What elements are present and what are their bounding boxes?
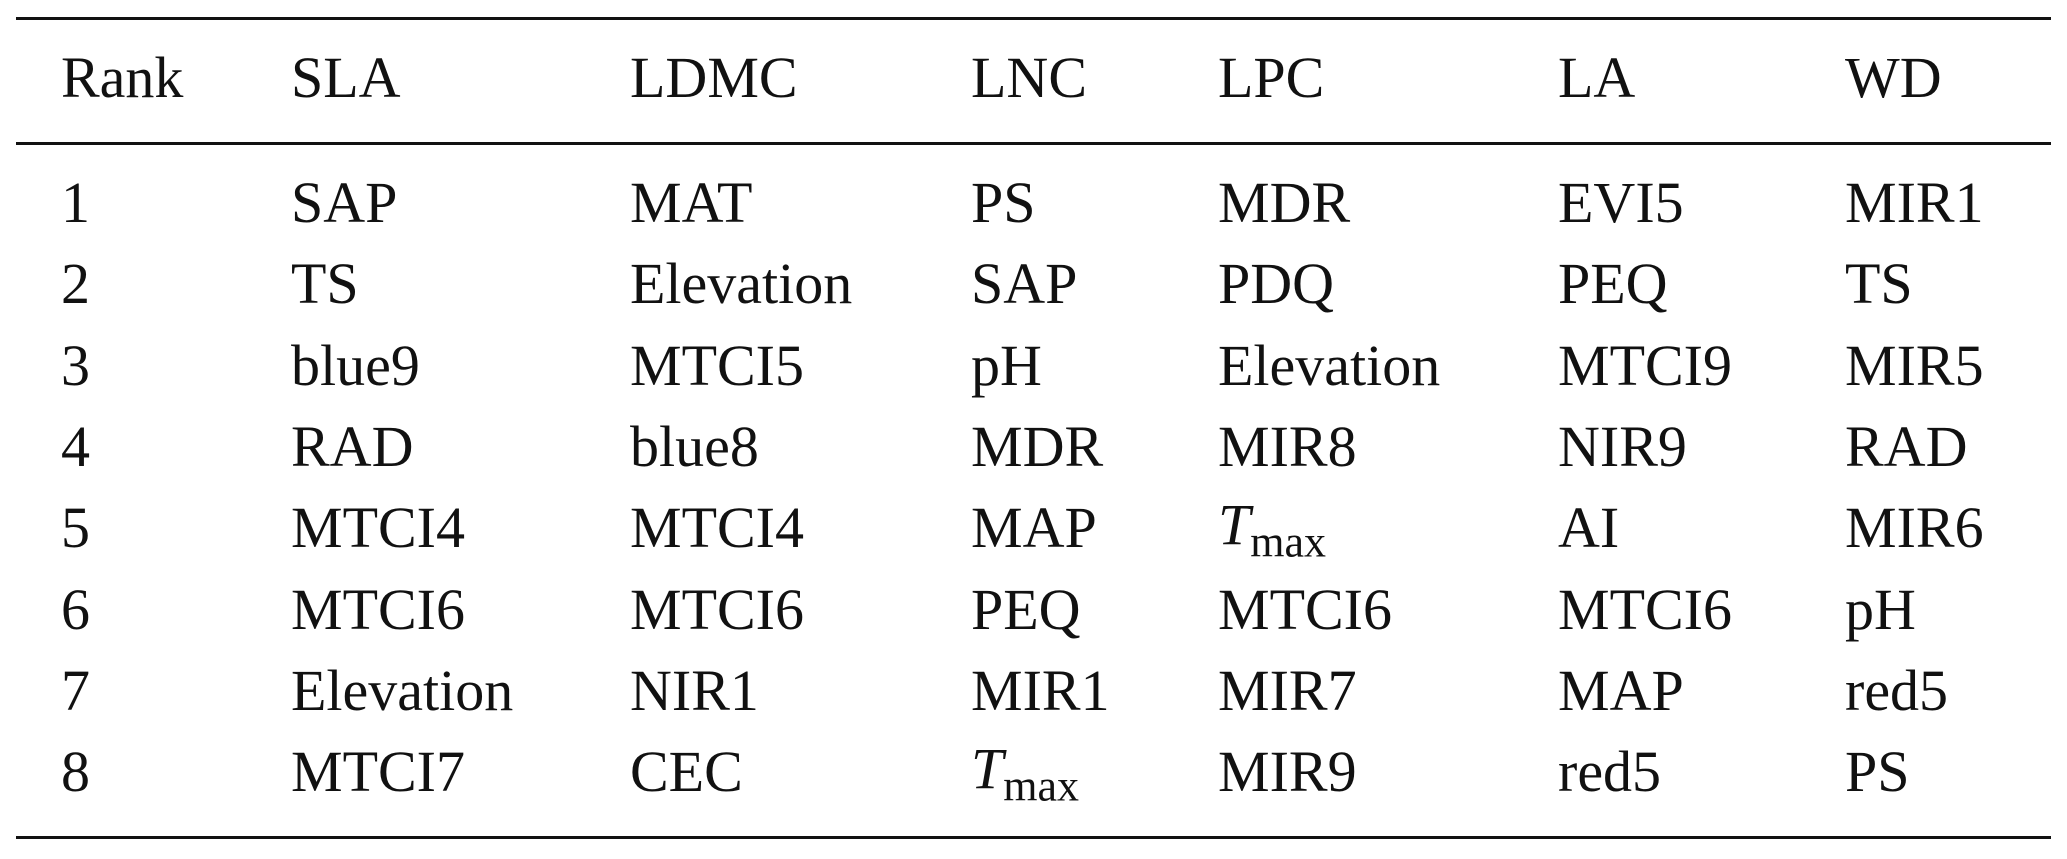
table-cell: 8 <box>61 739 90 805</box>
table-cell: red5 <box>1845 657 1949 723</box>
top-rule <box>16 17 2051 20</box>
table-cell: NIR9 <box>1558 413 1687 479</box>
table-cell: MDR <box>1218 170 1351 235</box>
table-cell: MIR9 <box>1218 739 1357 805</box>
table-cell: MIR1 <box>971 657 1110 723</box>
table-cell: Elevation <box>630 251 853 317</box>
header-cell: WD <box>1845 45 1942 110</box>
table-cell: 1 <box>61 170 90 235</box>
table-cell: MIR1 <box>1845 170 1984 235</box>
table-cell: MTCI6 <box>630 576 804 642</box>
table-cell: MTCI6 <box>1218 576 1392 642</box>
table-cell: MIR6 <box>1845 495 1984 561</box>
header-cell: LPC <box>1218 45 1325 110</box>
table-cell: blue8 <box>630 413 759 479</box>
table-cell: EVI5 <box>1558 170 1684 235</box>
table-cell: MIR7 <box>1218 657 1357 723</box>
table-cell: pH <box>971 332 1042 398</box>
table-cell: MTCI4 <box>291 495 465 561</box>
table-cell: 6 <box>61 576 90 642</box>
table-cell: MTCI9 <box>1558 332 1732 398</box>
table-cell: 7 <box>61 657 90 723</box>
table-cell: CEC <box>630 739 743 805</box>
table-cell: MTCI5 <box>630 332 804 398</box>
table-cell: MAT <box>630 170 753 235</box>
header-cell: LA <box>1558 45 1636 110</box>
subscript: max <box>1003 761 1080 811</box>
table-cell: red5 <box>1558 739 1662 805</box>
header-cell: Rank <box>61 45 184 110</box>
table-cell: PDQ <box>1218 251 1335 317</box>
table-cell: MDR <box>971 413 1104 479</box>
table-cell: 2 <box>61 251 90 317</box>
table-cell: 5 <box>61 495 90 561</box>
table-cell: Elevation <box>291 657 514 723</box>
table-cell: 4 <box>61 413 90 479</box>
bottom-rule <box>16 836 2051 839</box>
table-cell: MTCI4 <box>630 495 804 561</box>
header-cell: SLA <box>291 45 401 110</box>
table-cell: AI <box>1558 495 1620 561</box>
table-cell: RAD <box>1845 413 1968 479</box>
table-cell: Tmax <box>971 740 1079 811</box>
italic-symbol: T <box>1218 492 1251 558</box>
table-cell: blue9 <box>291 332 420 398</box>
table-cell: Tmax <box>1218 496 1326 567</box>
table-cell: SAP <box>291 170 398 235</box>
table-cell: TS <box>1845 251 1913 317</box>
table-cell: NIR1 <box>630 657 759 723</box>
header-cell: LDMC <box>630 45 798 110</box>
table-cell: MIR8 <box>1218 413 1357 479</box>
table-cell: RAD <box>291 413 414 479</box>
table-cell: PEQ <box>1558 251 1668 317</box>
table-cell: MTCI6 <box>1558 576 1732 642</box>
header-rule <box>16 142 2051 145</box>
italic-symbol: T <box>971 736 1004 802</box>
table-cell: PS <box>1845 739 1910 805</box>
table-cell: 3 <box>61 332 90 398</box>
table-cell: TS <box>291 251 359 317</box>
table-cell: MTCI7 <box>291 739 465 805</box>
table-cell: PS <box>971 170 1036 235</box>
header-cell: LNC <box>971 45 1087 110</box>
table-cell: PEQ <box>971 576 1081 642</box>
table-cell: SAP <box>971 251 1078 317</box>
table-cell: MIR5 <box>1845 332 1984 398</box>
subscript: max <box>1250 517 1327 567</box>
table-cell: pH <box>1845 576 1916 642</box>
table-cell: MAP <box>971 495 1097 561</box>
table-cell: MTCI6 <box>291 576 465 642</box>
table-cell: Elevation <box>1218 332 1441 398</box>
table-cell: MAP <box>1558 657 1684 723</box>
